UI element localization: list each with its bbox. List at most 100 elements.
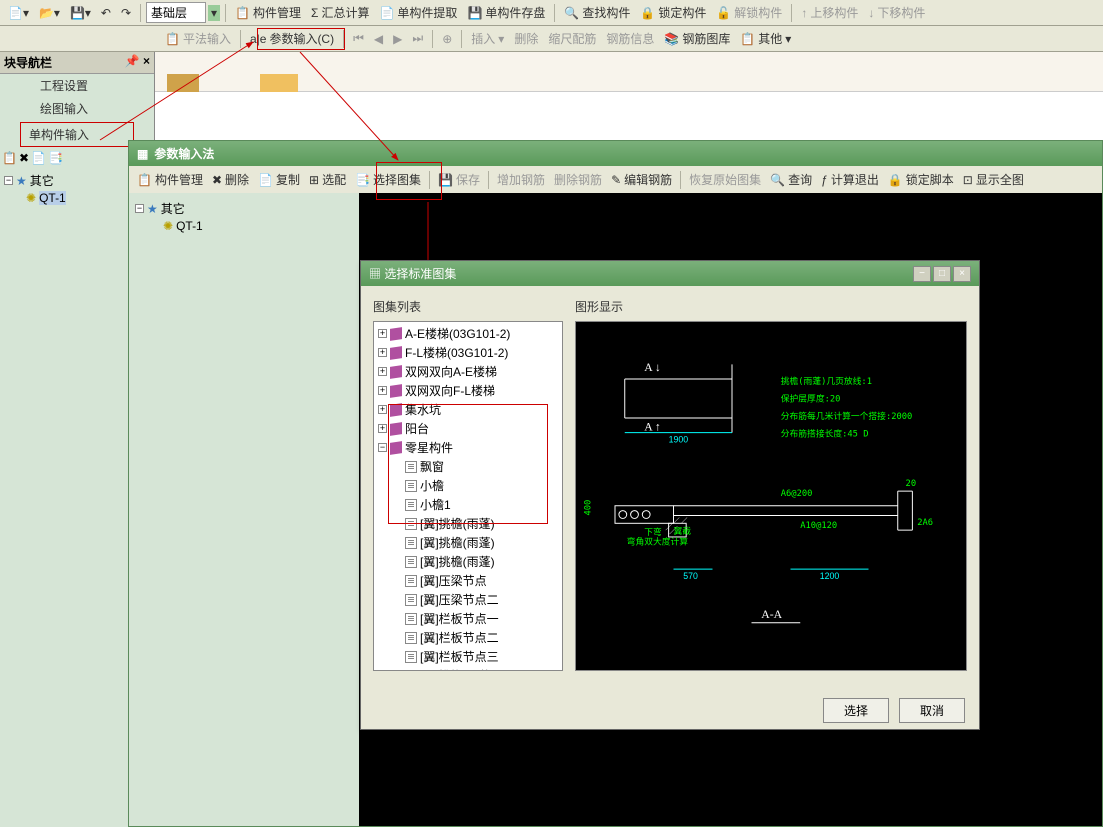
find-button[interactable]: 🔍 查找构件 bbox=[560, 2, 634, 23]
list-item[interactable]: 小檐1 bbox=[376, 495, 560, 514]
list-item[interactable]: +双网双向F-L楼梯 bbox=[376, 381, 560, 400]
label: 汇总计算 bbox=[321, 4, 369, 21]
undo-icon[interactable]: ↶ bbox=[97, 4, 115, 22]
match-button[interactable]: ⊞ 选配 bbox=[305, 169, 350, 190]
list-item[interactable]: [翼]压梁节点二 bbox=[376, 590, 560, 609]
mini-icon[interactable]: 📄 bbox=[31, 151, 46, 165]
item-label: 小檐 bbox=[420, 477, 444, 494]
list-item[interactable]: [翼]压梁节点 bbox=[376, 571, 560, 590]
select-atlas-button[interactable]: 📑 选择图集 bbox=[351, 169, 425, 190]
delete-button[interactable]: ✖ 删除 bbox=[208, 169, 253, 190]
extract-button[interactable]: 📄 单构件提取 bbox=[375, 2, 461, 23]
other-button[interactable]: 📋 其他▾ bbox=[736, 28, 795, 49]
component-mgmt-button[interactable]: 📋 构件管理 bbox=[231, 2, 305, 23]
collapse-icon[interactable]: − bbox=[4, 176, 13, 185]
restore-button: 恢复原始图集 bbox=[685, 169, 765, 190]
calc-exit-button[interactable]: ƒ 计算退出 bbox=[817, 169, 883, 190]
expand-icon[interactable]: + bbox=[378, 367, 387, 376]
edit-rebar-button[interactable]: ✎ 编辑钢筋 bbox=[607, 169, 676, 190]
list-item[interactable]: [翼]挑檐(雨蓬) bbox=[376, 514, 560, 533]
cancel-button[interactable]: 取消 bbox=[899, 698, 965, 723]
separator bbox=[140, 4, 141, 22]
list-item[interactable]: [翼]栏板节点三 bbox=[376, 647, 560, 666]
collapse-icon[interactable]: − bbox=[135, 204, 144, 213]
copy-button[interactable]: 📄 复制 bbox=[254, 169, 304, 190]
tree-node-child[interactable]: ✺ QT-1 bbox=[135, 218, 353, 234]
tree-label: QT-1 bbox=[176, 219, 203, 233]
lock-script-button[interactable]: 🔒 锁定脚本 bbox=[884, 169, 958, 190]
list-item[interactable]: +双网双向A-E楼梯 bbox=[376, 362, 560, 381]
redo-icon[interactable]: ↷ bbox=[117, 4, 135, 22]
new-icon[interactable]: 📄▾ bbox=[4, 4, 33, 22]
add-rebar-button: 增加钢筋 bbox=[493, 169, 549, 190]
page-icon bbox=[405, 575, 417, 587]
select-button[interactable]: 选择 bbox=[823, 698, 889, 723]
list-item[interactable]: +A-E楼梯(03G101-2) bbox=[376, 324, 560, 343]
svg-text:1900: 1900 bbox=[669, 434, 689, 444]
expand-icon[interactable]: + bbox=[378, 348, 387, 357]
expand-icon[interactable]: + bbox=[378, 405, 387, 414]
label: 显示全图 bbox=[976, 171, 1024, 188]
open-icon[interactable]: 📂▾ bbox=[35, 4, 64, 22]
list-item[interactable]: +阳台 bbox=[376, 419, 560, 438]
subwin-toolbar: 📋 构件管理 ✖ 删除 📄 复制 ⊞ 选配 📑 选择图集 💾 保存 增加钢筋 删… bbox=[129, 166, 1102, 194]
mini-icon[interactable]: 📋 bbox=[2, 151, 17, 165]
sum-calc-button[interactable]: Σ 汇总计算 bbox=[307, 2, 373, 23]
comp-mgmt-button[interactable]: 📋 构件管理 bbox=[133, 169, 207, 190]
item-label: 集水坑 bbox=[405, 401, 441, 418]
list-item[interactable]: [翼]挑檐(雨蓬) bbox=[376, 533, 560, 552]
list-item[interactable]: [翼]挑檐(雨蓬) bbox=[376, 552, 560, 571]
maximize-button[interactable]: □ bbox=[933, 266, 951, 282]
book-icon bbox=[390, 346, 402, 360]
atlas-listbox[interactable]: +A-E楼梯(03G101-2)+F-L楼梯(03G101-2)+双网双向A-E… bbox=[373, 321, 563, 671]
close-button[interactable]: × bbox=[953, 266, 971, 282]
gear-icon: ✺ bbox=[163, 219, 173, 233]
layer-dropdown[interactable]: 基础层 bbox=[146, 2, 206, 23]
list-item[interactable]: + 集水坑 bbox=[376, 400, 560, 419]
subwin-icon: ▦ bbox=[137, 147, 148, 161]
window-buttons: − □ × bbox=[913, 266, 971, 282]
collapse-icon[interactable]: − bbox=[378, 443, 387, 452]
expand-icon[interactable]: + bbox=[378, 424, 387, 433]
list-item[interactable]: [翼]栏板节点二 bbox=[376, 628, 560, 647]
nav-item-project[interactable]: 工程设置 bbox=[0, 74, 154, 97]
expand-icon[interactable]: + bbox=[378, 386, 387, 395]
book-icon bbox=[390, 403, 402, 417]
show-all-button[interactable]: ⊡ 显示全图 bbox=[959, 169, 1028, 190]
mini-icon[interactable]: ✖ bbox=[19, 151, 29, 165]
svg-text:分布筋搭接长度:45 D: 分布筋搭接长度:45 D bbox=[781, 428, 869, 440]
dialog-titlebar[interactable]: ▦ 选择标准图集 − □ × bbox=[361, 261, 979, 286]
label: 查找构件 bbox=[582, 4, 630, 21]
move-down-button: ↓ 下移构件 bbox=[864, 2, 929, 23]
list-item[interactable]: [翼]栏板节点一 bbox=[376, 609, 560, 628]
list-item[interactable]: +F-L楼梯(03G101-2) bbox=[376, 343, 560, 362]
page-icon bbox=[405, 537, 417, 549]
minimize-button[interactable]: − bbox=[913, 266, 931, 282]
list-item[interactable]: 飘窗 bbox=[376, 457, 560, 476]
main-toolbar-2: 📋 平法输入 a|e 参数输入(C) ⏮ ◀ ▶ ⏭ ⊕ 插入▾ 删除 缩尺配筋… bbox=[0, 26, 1103, 52]
list-item[interactable]: −零星构件 bbox=[376, 438, 560, 457]
save-comp-button[interactable]: 💾 单构件存盘 bbox=[463, 2, 549, 23]
tree-node-root[interactable]: − ★ 其它 bbox=[135, 199, 353, 218]
mini-icon[interactable]: 📑 bbox=[48, 151, 63, 165]
label: 解锁构件 bbox=[734, 4, 782, 21]
param-input-button[interactable]: a|e 参数输入(C) bbox=[246, 28, 338, 49]
lock-button[interactable]: 🔒 锁定构件 bbox=[636, 2, 710, 23]
query-button[interactable]: 🔍 查询 bbox=[766, 169, 816, 190]
expand-icon[interactable]: + bbox=[378, 329, 387, 338]
nav-item-draw[interactable]: 绘图输入 bbox=[0, 97, 154, 120]
flat-input-button: 📋 平法输入 bbox=[161, 28, 235, 49]
save-icon[interactable]: 💾▾ bbox=[66, 4, 95, 22]
dialog-title: 选择标准图集 bbox=[384, 267, 456, 281]
list-item[interactable]: 小檐 bbox=[376, 476, 560, 495]
item-label: [翼]挑檐(雨蓬) bbox=[420, 553, 495, 570]
svg-text:分布筋每几米计算一个搭接:2000: 分布筋每几米计算一个搭接:2000 bbox=[781, 410, 913, 422]
move-up-button: ↑ 上移构件 bbox=[797, 2, 862, 23]
rebar-lib-button[interactable]: 📚 钢筋图库 bbox=[660, 28, 734, 49]
layer-dd-arrow[interactable]: ▾ bbox=[208, 5, 220, 21]
list-label: 图集列表 bbox=[373, 298, 563, 315]
list-item[interactable]: [翼]挑檐(雨蓬) bbox=[376, 666, 560, 671]
nav-item-single[interactable]: 单构件输入 bbox=[20, 122, 134, 147]
label: 平法输入 bbox=[183, 30, 231, 47]
pin-icon[interactable]: 📌 × bbox=[125, 54, 150, 71]
